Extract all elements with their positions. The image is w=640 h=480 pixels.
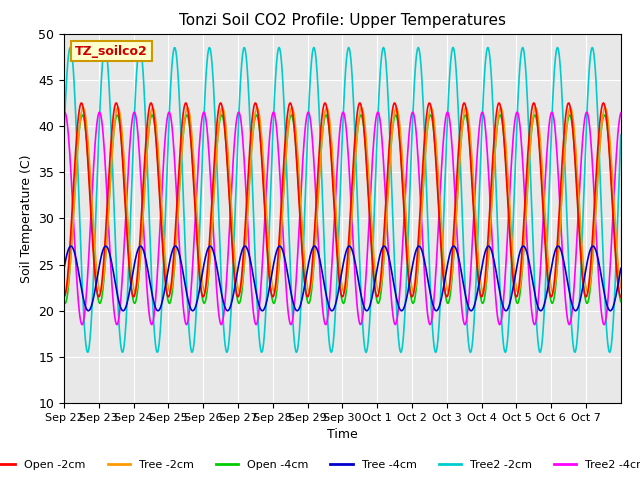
- Title: Tonzi Soil CO2 Profile: Upper Temperatures: Tonzi Soil CO2 Profile: Upper Temperatur…: [179, 13, 506, 28]
- X-axis label: Time: Time: [327, 429, 358, 442]
- Text: TZ_soilco2: TZ_soilco2: [75, 45, 148, 58]
- Y-axis label: Soil Temperature (C): Soil Temperature (C): [20, 154, 33, 283]
- Legend: Open -2cm, Tree -2cm, Open -4cm, Tree -4cm, Tree2 -2cm, Tree2 -4cm: Open -2cm, Tree -2cm, Open -4cm, Tree -4…: [0, 456, 640, 474]
